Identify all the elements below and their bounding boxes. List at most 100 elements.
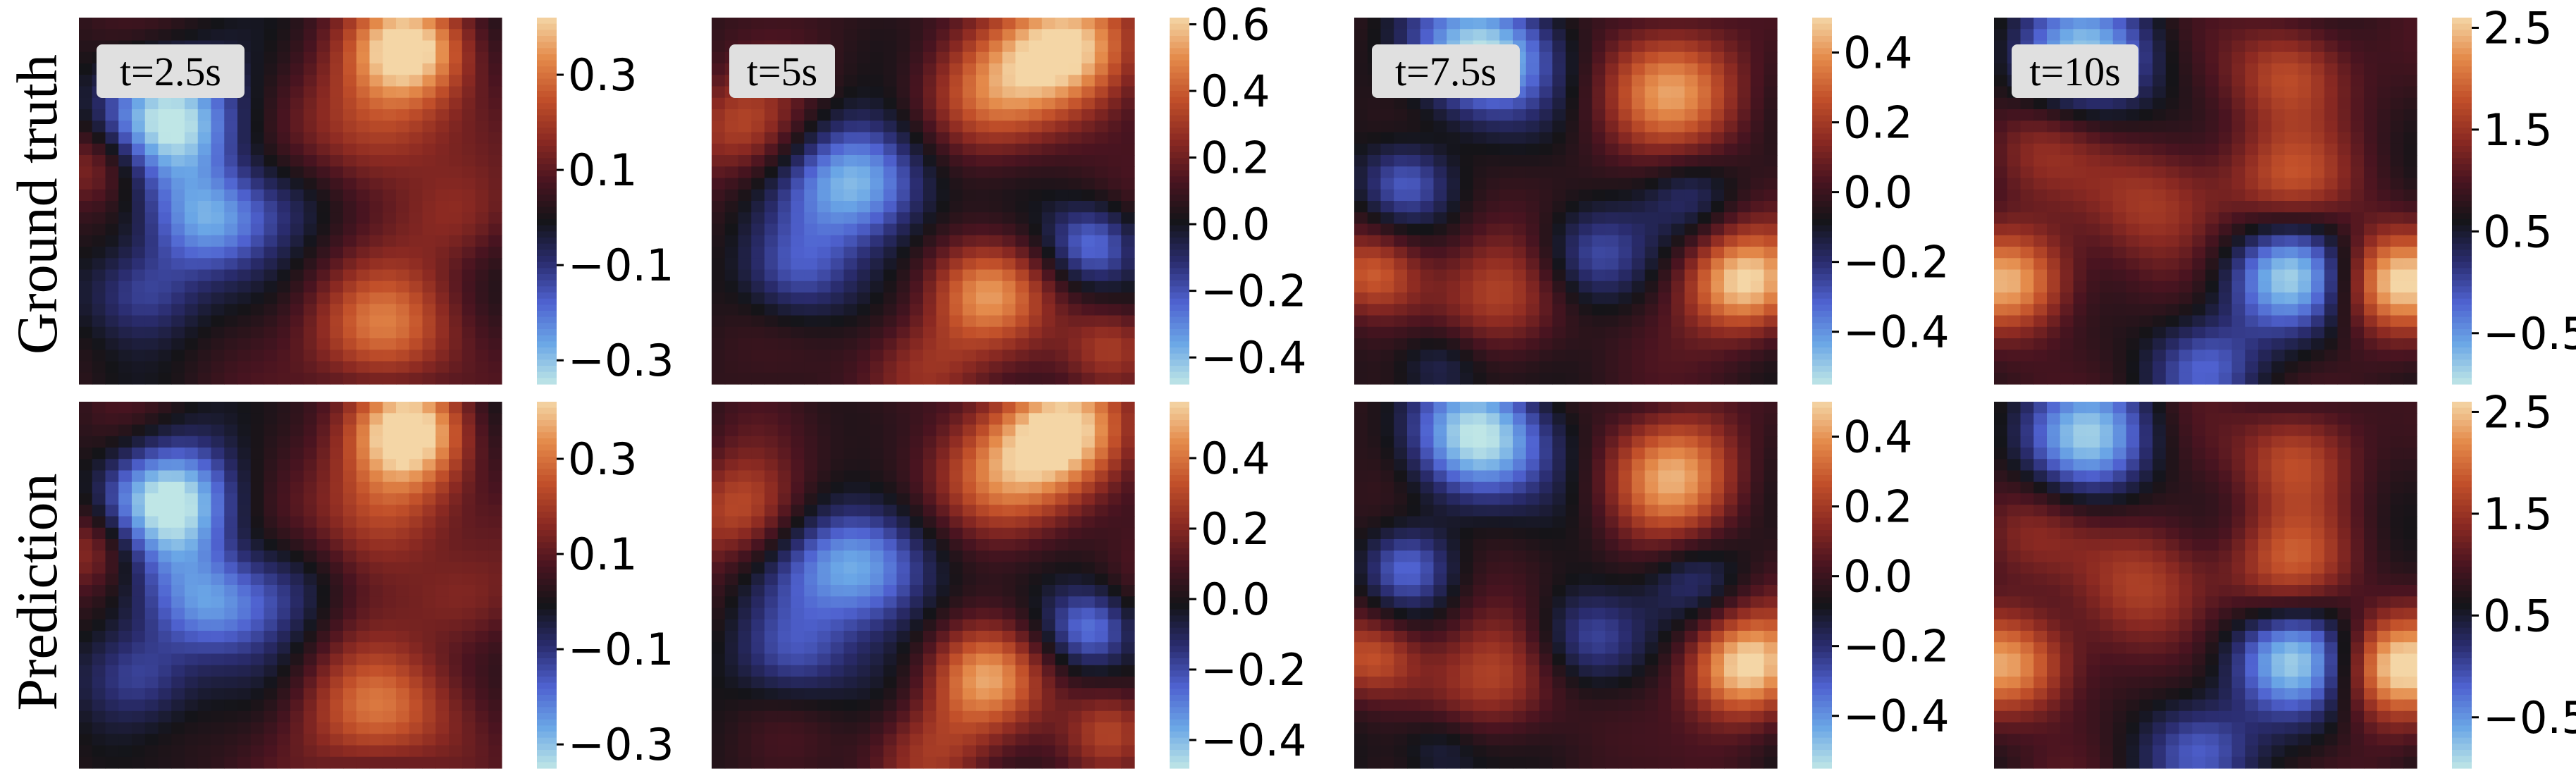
heatmap-cell: [1618, 212, 1633, 225]
heatmap-cell: [144, 699, 159, 712]
heatmap-cell: [2020, 109, 2034, 121]
heatmap-cell: [144, 710, 159, 723]
heatmap-cell: [171, 677, 185, 689]
heatmap-cell: [1367, 326, 1382, 339]
heatmap-cell: [1592, 350, 1606, 362]
heatmap-cell: [1420, 280, 1435, 293]
heatmap-cell: [1658, 338, 1672, 350]
heatmap-cell: [118, 550, 132, 563]
heatmap-cell: [277, 424, 291, 437]
colorbar-segment: [2452, 335, 2472, 342]
heatmap-cell: [1121, 247, 1135, 259]
heatmap-cell: [1094, 247, 1109, 259]
heatmap-cell: [1631, 63, 1646, 75]
heatmap-cell: [2245, 269, 2259, 282]
heatmap-cell: [330, 350, 344, 362]
heatmap-cell: [1094, 109, 1109, 121]
heatmap-cell: [197, 315, 212, 328]
heatmap-cell: [303, 459, 318, 471]
heatmap-cell: [2112, 109, 2127, 121]
heatmap-cell: [1041, 361, 1056, 374]
heatmap-cell: [2258, 292, 2272, 304]
heatmap-cell: [2126, 326, 2140, 339]
heatmap-cell: [277, 596, 291, 609]
time-label-background: [729, 44, 835, 98]
heatmap-cell: [962, 51, 977, 64]
heatmap-cell: [1354, 86, 1368, 99]
heatmap-cell: [409, 326, 423, 339]
heatmap-cell: [79, 97, 93, 110]
heatmap-cell: [237, 235, 252, 247]
heatmap-cell: [791, 338, 805, 350]
heatmap-cell: [2231, 63, 2246, 75]
colorbar-segment: [1812, 97, 1832, 104]
heatmap-cell: [144, 223, 159, 236]
heatmap-cell: [2245, 258, 2259, 271]
heatmap-cell: [883, 292, 898, 304]
heatmap-cell: [488, 223, 502, 236]
heatmap-cell: [118, 459, 132, 471]
heatmap-cell: [923, 292, 937, 304]
heatmap-cell: [250, 97, 265, 110]
heatmap-cell: [2047, 212, 2061, 225]
colorbar-segment: [2452, 268, 2472, 275]
heatmap-cell: [2192, 178, 2206, 190]
heatmap-cell: [1697, 86, 1711, 99]
heatmap-cell: [211, 516, 225, 529]
heatmap-cell: [2403, 212, 2417, 225]
heatmap-cell: [830, 350, 845, 362]
heatmap-cell: [158, 596, 172, 609]
heatmap-cell: [144, 653, 159, 666]
heatmap-cell: [1041, 338, 1056, 350]
heatmap-cell: [1578, 292, 1593, 304]
heatmap-cell: [1433, 212, 1447, 225]
heatmap-cell: [475, 315, 489, 328]
heatmap-cell: [383, 338, 397, 350]
heatmap-cell: [211, 402, 225, 414]
heatmap-cell: [237, 642, 252, 655]
heatmap-cell: [1513, 258, 1527, 271]
heatmap-cell: [1367, 304, 1382, 316]
heatmap-cell: [277, 372, 291, 385]
heatmap-cell: [1108, 247, 1122, 259]
heatmap-cell: [1513, 292, 1527, 304]
heatmap-cell: [923, 143, 937, 156]
heatmap-cell: [896, 109, 910, 121]
heatmap-cell: [791, 18, 805, 30]
heatmap-cell: [343, 235, 357, 247]
heatmap-cell: [2100, 292, 2114, 304]
heatmap-cell: [777, 189, 792, 202]
colorbar-segment: [1812, 23, 1832, 30]
heatmap-cell: [475, 212, 489, 225]
heatmap-cell: [1645, 40, 1659, 53]
heatmap-cell: [356, 75, 371, 87]
heatmap-cell: [1068, 326, 1082, 339]
heatmap-cell: [2271, 361, 2286, 374]
heatmap-cell: [791, 304, 805, 316]
colorbar-segment: [1812, 298, 1832, 305]
heatmap-cell: [1447, 315, 1461, 328]
heatmap-cell: [2364, 258, 2378, 271]
heatmap-cell: [264, 372, 278, 385]
heatmap-cell: [870, 155, 884, 167]
heatmap-cell: [1994, 201, 2008, 213]
heatmap-cell: [396, 235, 410, 247]
heatmap-cell: [1068, 338, 1082, 350]
colorbar-segment: [1812, 30, 1832, 37]
heatmap-cell: [435, 18, 450, 30]
heatmap-cell: [1499, 201, 1513, 213]
colorbar-segment: [1812, 54, 1832, 61]
heatmap-cell: [1473, 143, 1487, 156]
heatmap-cell: [250, 280, 265, 293]
heatmap-cell: [989, 212, 1003, 225]
heatmap-cell: [449, 189, 463, 202]
colorbar-segment: [1812, 121, 1832, 128]
heatmap-cell: [817, 132, 831, 144]
colorbar-segment: [2452, 298, 2472, 305]
heatmap-cell: [316, 109, 330, 121]
heatmap-cell: [2112, 201, 2127, 213]
heatmap-cell: [356, 269, 371, 282]
heatmap-cell: [396, 292, 410, 304]
heatmap-cell: [1055, 280, 1069, 293]
heatmap-cell: [1121, 304, 1135, 316]
